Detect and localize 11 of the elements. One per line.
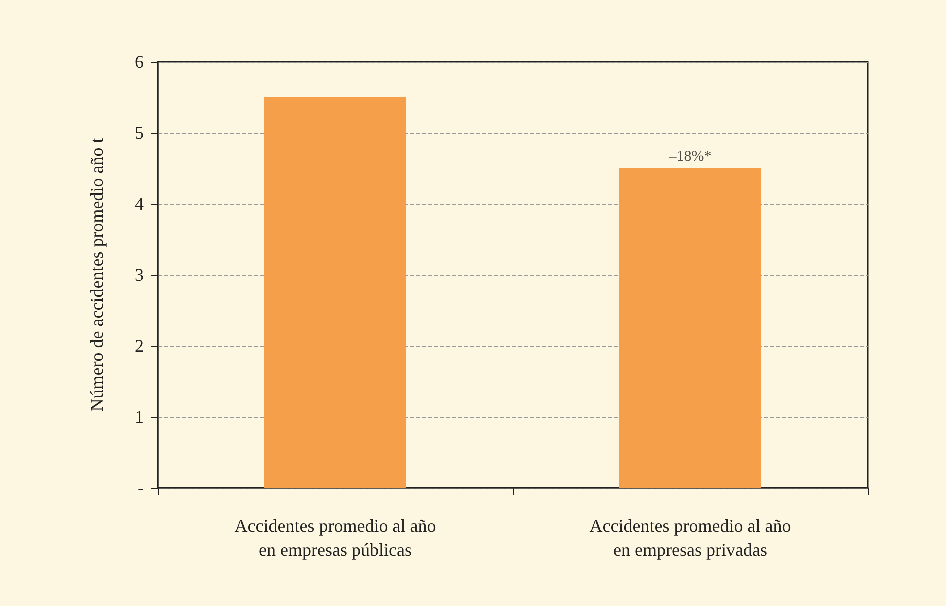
- x-tick-label: Accidentes promedio al año en empresas privadas: [590, 516, 792, 560]
- y-tick-label: 6: [135, 52, 144, 72]
- annotation: –18%*: [668, 149, 712, 165]
- y-tick-label: 3: [135, 265, 144, 285]
- y-tick-label: -: [138, 478, 144, 498]
- y-tick-label: 4: [135, 194, 144, 214]
- y-axis-title: Número de accidentes promedio año t: [87, 138, 107, 412]
- y-tick-label: 2: [135, 336, 144, 356]
- y-tick-label: 1: [135, 407, 144, 427]
- x-tick-label: Accidentes promedio al año en empresas públicas: [234, 516, 436, 560]
- y-tick-label: 5: [135, 123, 144, 143]
